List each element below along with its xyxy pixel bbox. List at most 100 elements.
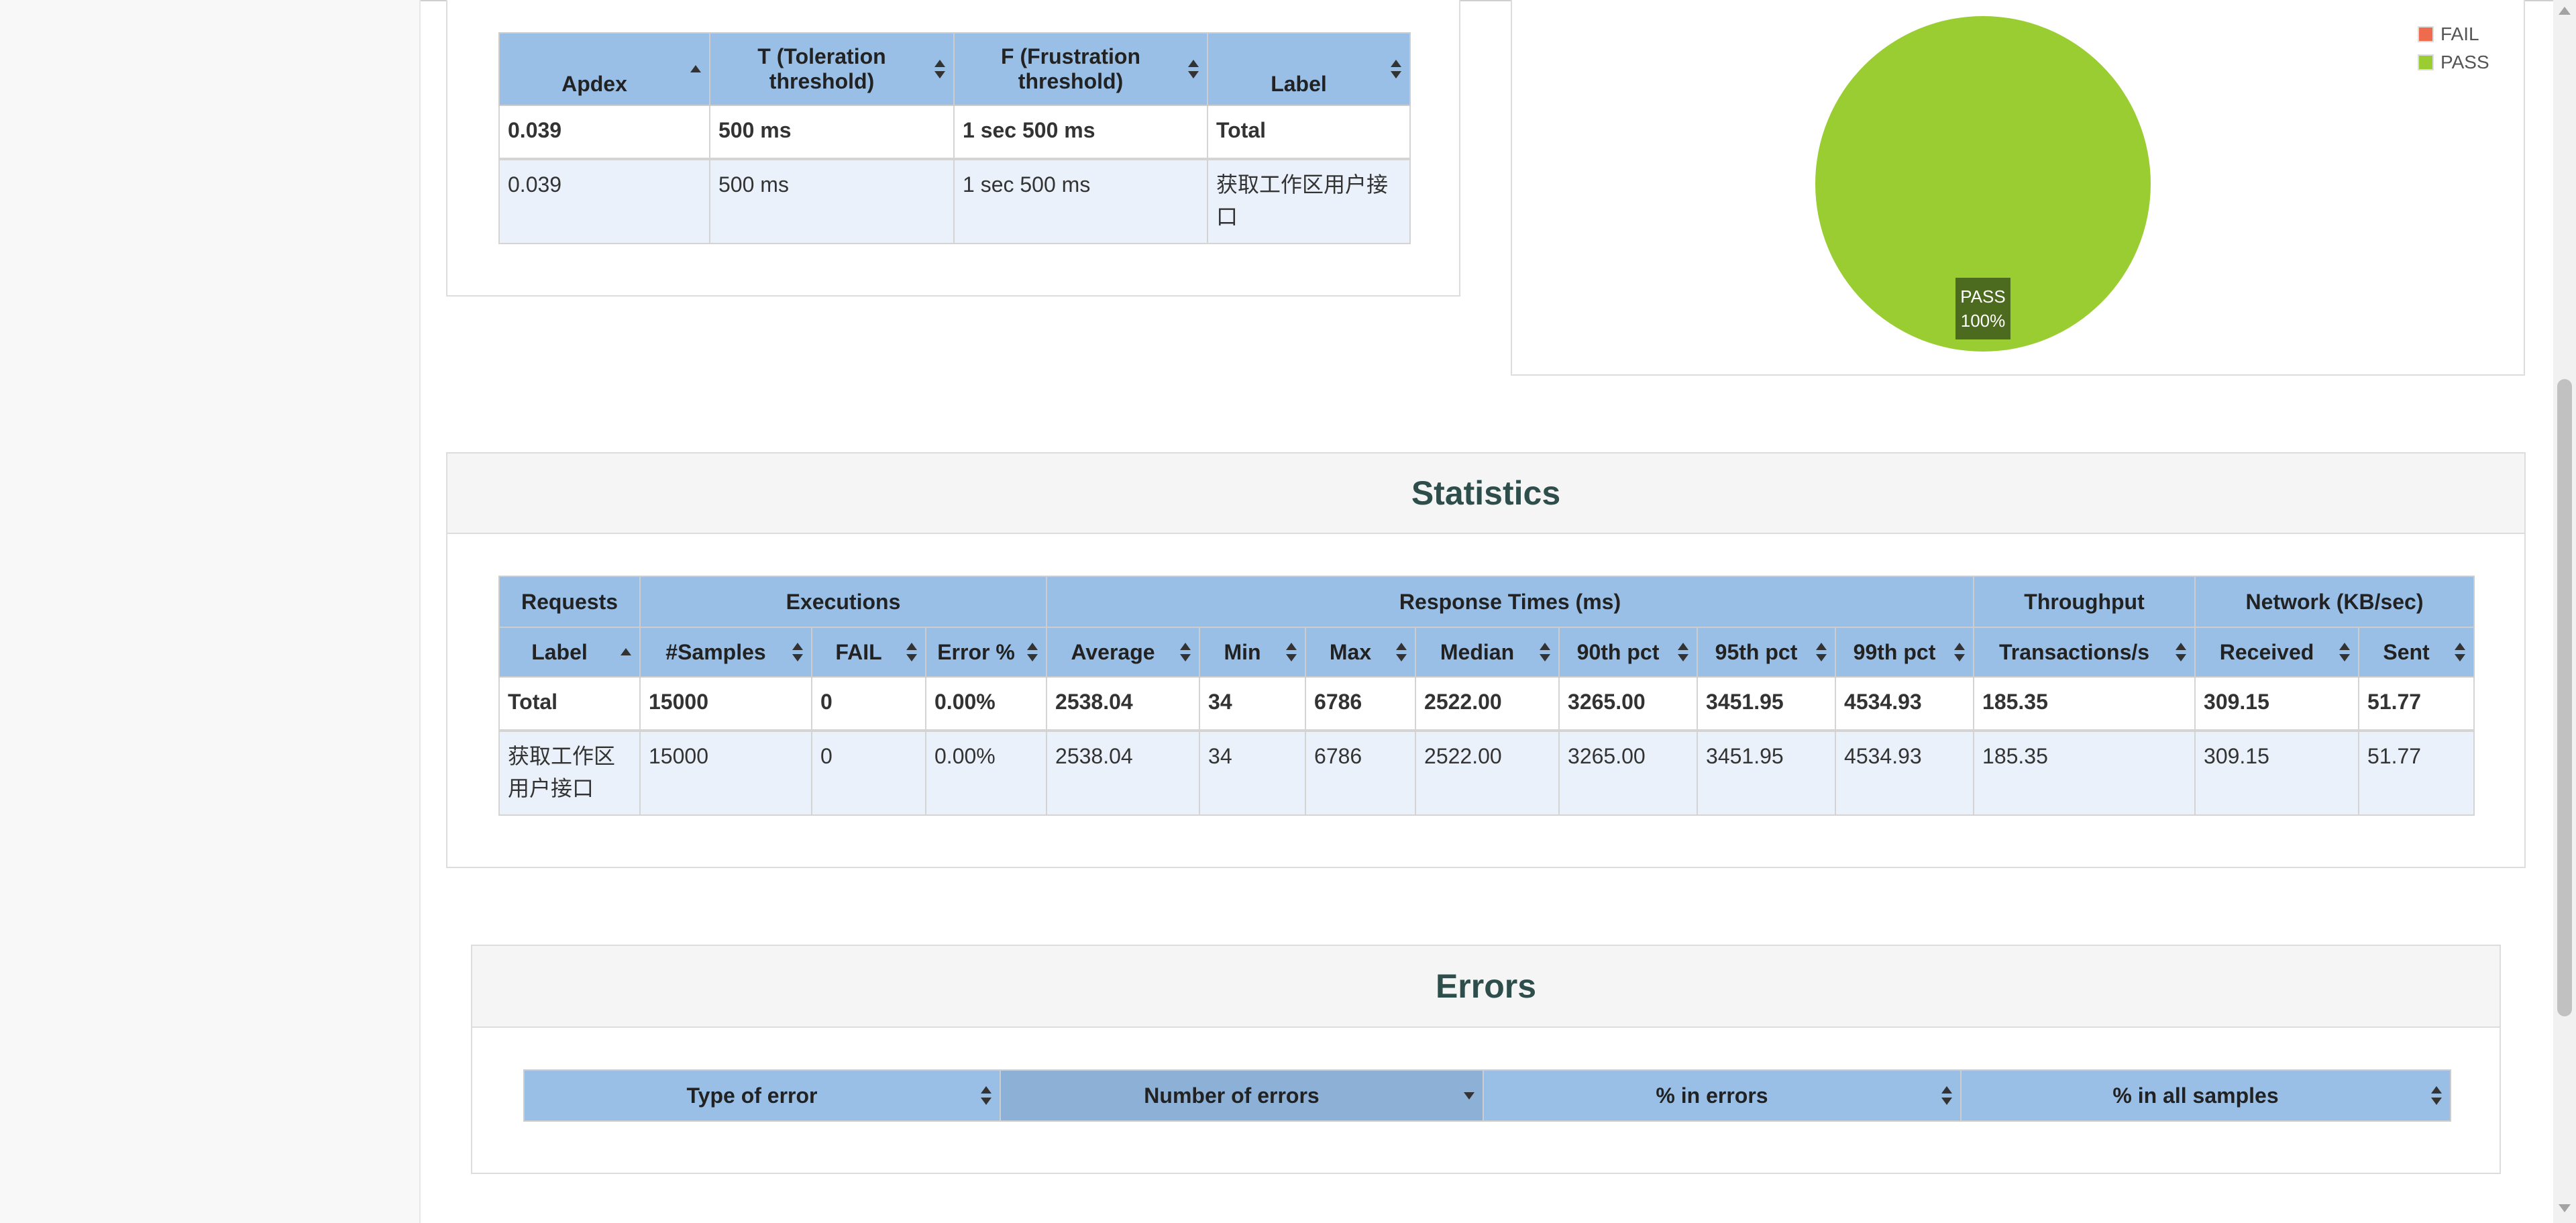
col-pct-in-errors[interactable]: % in errors (1483, 1069, 1962, 1122)
apdex-col-t[interactable]: T (Toleration threshold) (709, 32, 955, 106)
cell: 1 sec 500 ms (953, 105, 1208, 160)
col-type-of-error[interactable]: Type of error (523, 1069, 1001, 1122)
cell: 34 (1199, 730, 1307, 816)
col-label[interactable]: Label (498, 627, 641, 678)
legend-label: FAIL (2440, 23, 2479, 44)
cell: 2522.00 (1415, 730, 1560, 816)
col-90th[interactable]: 90th pct (1558, 627, 1699, 678)
cell: 15000 (639, 676, 812, 732)
cell: 获取工作区用户接口 (1207, 158, 1411, 244)
sort-icon (1027, 643, 1038, 661)
col-average[interactable]: Average (1046, 627, 1201, 678)
sort-icon (934, 60, 945, 78)
sort-icon (1540, 643, 1551, 661)
col-99th[interactable]: 99th pct (1835, 627, 1975, 678)
legend-item-pass[interactable]: PASS (2418, 48, 2489, 76)
col-sent[interactable]: Sent (2358, 627, 2475, 678)
cell: 500 ms (709, 105, 955, 160)
cell: 0.039 (498, 105, 710, 160)
cell: Total (498, 676, 641, 732)
cell: 2538.04 (1046, 676, 1201, 732)
cell: 0 (811, 676, 926, 732)
legend-label: PASS (2440, 52, 2489, 72)
cell: 3451.95 (1697, 676, 1837, 732)
cell: 3265.00 (1558, 676, 1699, 732)
cell: Total (1207, 105, 1411, 160)
sort-icon (1954, 643, 1966, 661)
group-response-times: Response Times (ms) (1046, 576, 1975, 628)
cell: 2538.04 (1046, 730, 1201, 816)
sort-icon (1180, 643, 1191, 661)
sort-icon (1816, 643, 1827, 661)
legend-swatch-fail (2418, 26, 2434, 42)
col-number-of-errors[interactable]: Number of errors (1000, 1069, 1484, 1122)
cell: 0.039 (498, 158, 710, 244)
apdex-panel: Apdex T (Toleration threshold) F (Frustr… (446, 0, 1460, 297)
sort-asc-icon (621, 643, 631, 661)
sort-icon (2339, 643, 2351, 661)
sidebar (0, 0, 421, 1223)
sort-icon (1678, 643, 1689, 661)
scroll-up-icon[interactable] (2559, 7, 2571, 15)
col-error-pct[interactable]: Error % (924, 627, 1048, 678)
col-min[interactable]: Min (1199, 627, 1307, 678)
cell: 6786 (1305, 676, 1417, 732)
sort-asc-icon (690, 60, 701, 78)
apdex-col-f[interactable]: F (Frustration threshold) (953, 32, 1208, 106)
cell: 2522.00 (1415, 676, 1560, 732)
col-pct-in-all-samples[interactable]: % in all samples (1960, 1069, 2451, 1122)
sort-icon (2455, 643, 2466, 661)
cell: 4534.93 (1835, 730, 1975, 816)
table-row: 0.039 500 ms 1 sec 500 ms 获取工作区用户接口 (498, 158, 1411, 244)
cell: 15000 (639, 730, 812, 816)
col-median[interactable]: Median (1415, 627, 1560, 678)
apdex-table: Apdex T (Toleration threshold) F (Frustr… (498, 32, 1411, 244)
scroll-thumb[interactable] (2557, 379, 2572, 1016)
cell: 500 ms (709, 158, 955, 244)
pie-label-percent: 100% (1960, 311, 2006, 331)
col-fail[interactable]: FAIL (811, 627, 926, 678)
sort-icon (792, 643, 803, 661)
group-network: Network (KB/sec) (2194, 576, 2475, 628)
sort-desc-icon (1464, 1086, 1474, 1105)
col-max[interactable]: Max (1305, 627, 1417, 678)
cell: 34 (1199, 676, 1307, 732)
sort-icon (1941, 1086, 1952, 1105)
col-transactions[interactable]: Transactions/s (1973, 627, 2196, 678)
pie-slice-pass[interactable] (1815, 16, 2151, 352)
statistics-title: Statistics (1411, 474, 1561, 512)
cell: 185.35 (1973, 676, 2196, 732)
cell: 6786 (1305, 730, 1417, 816)
cell: 3265.00 (1558, 730, 1699, 816)
sort-icon (981, 1086, 991, 1105)
col-95th[interactable]: 95th pct (1697, 627, 1837, 678)
cell: 51.77 (2358, 676, 2475, 732)
apdex-col-label[interactable]: Label (1207, 32, 1411, 106)
group-throughput: Throughput (1973, 576, 2196, 628)
table-row-total: 0.039 500 ms 1 sec 500 ms Total (498, 105, 1411, 160)
errors-heading: Errors (472, 946, 2500, 1028)
cell: 309.15 (2194, 676, 2360, 732)
cell: 0 (811, 730, 926, 816)
col-received[interactable]: Received (2194, 627, 2360, 678)
pie-label-name: PASS (1960, 286, 2006, 307)
table-row-total: Total 15000 0 0.00% 2538.04 34 6786 2522… (498, 676, 2475, 732)
legend-item-fail[interactable]: FAIL (2418, 20, 2489, 48)
sort-icon (2431, 1086, 2442, 1105)
cell: 309.15 (2194, 730, 2360, 816)
apdex-col-apdex[interactable]: Apdex (498, 32, 710, 106)
errors-title: Errors (1435, 967, 1537, 1005)
pie-panel: PASS 100% FAIL PASS (1511, 0, 2525, 376)
statistics-table: Requests Executions Response Times (ms) … (498, 576, 2475, 816)
cell: 0.00% (924, 676, 1048, 732)
cell: 185.35 (1973, 730, 2196, 816)
col-samples[interactable]: #Samples (639, 627, 812, 678)
sort-icon (2176, 643, 2187, 661)
cell: 0.00% (924, 730, 1048, 816)
scroll-down-icon[interactable] (2559, 1204, 2571, 1212)
cell: 获取工作区用户接口 (498, 730, 641, 816)
sort-icon (1286, 643, 1297, 661)
sort-icon (1188, 60, 1199, 78)
cell: 4534.93 (1835, 676, 1975, 732)
scrollbar[interactable] (2553, 0, 2576, 1223)
